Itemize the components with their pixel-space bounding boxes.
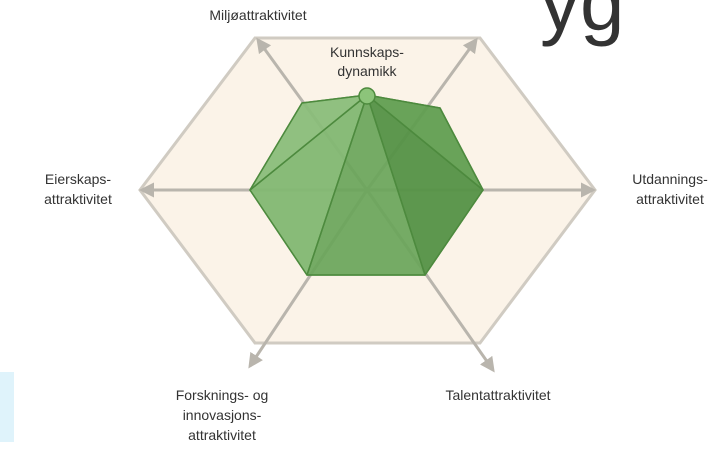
node-label: Utdannings- — [632, 171, 708, 187]
node-label: attraktivitet — [44, 191, 112, 207]
side-panel — [0, 372, 14, 442]
node-label: Kunnskaps- — [330, 44, 404, 60]
green-shape — [249, 87, 484, 276]
node-label: Eierskaps- — [45, 171, 111, 187]
node-label: innovasjons- — [183, 407, 262, 423]
node-label: Forsknings- og — [176, 387, 269, 403]
node-label: dynamikk — [337, 63, 397, 79]
node-label: Miljøattraktivitet — [209, 7, 306, 23]
node-label: Talentattraktivitet — [445, 387, 550, 403]
node-label: attraktivitet — [188, 427, 256, 443]
title-fragment: yg — [540, 0, 625, 47]
node-label: attraktivitet — [636, 191, 704, 207]
